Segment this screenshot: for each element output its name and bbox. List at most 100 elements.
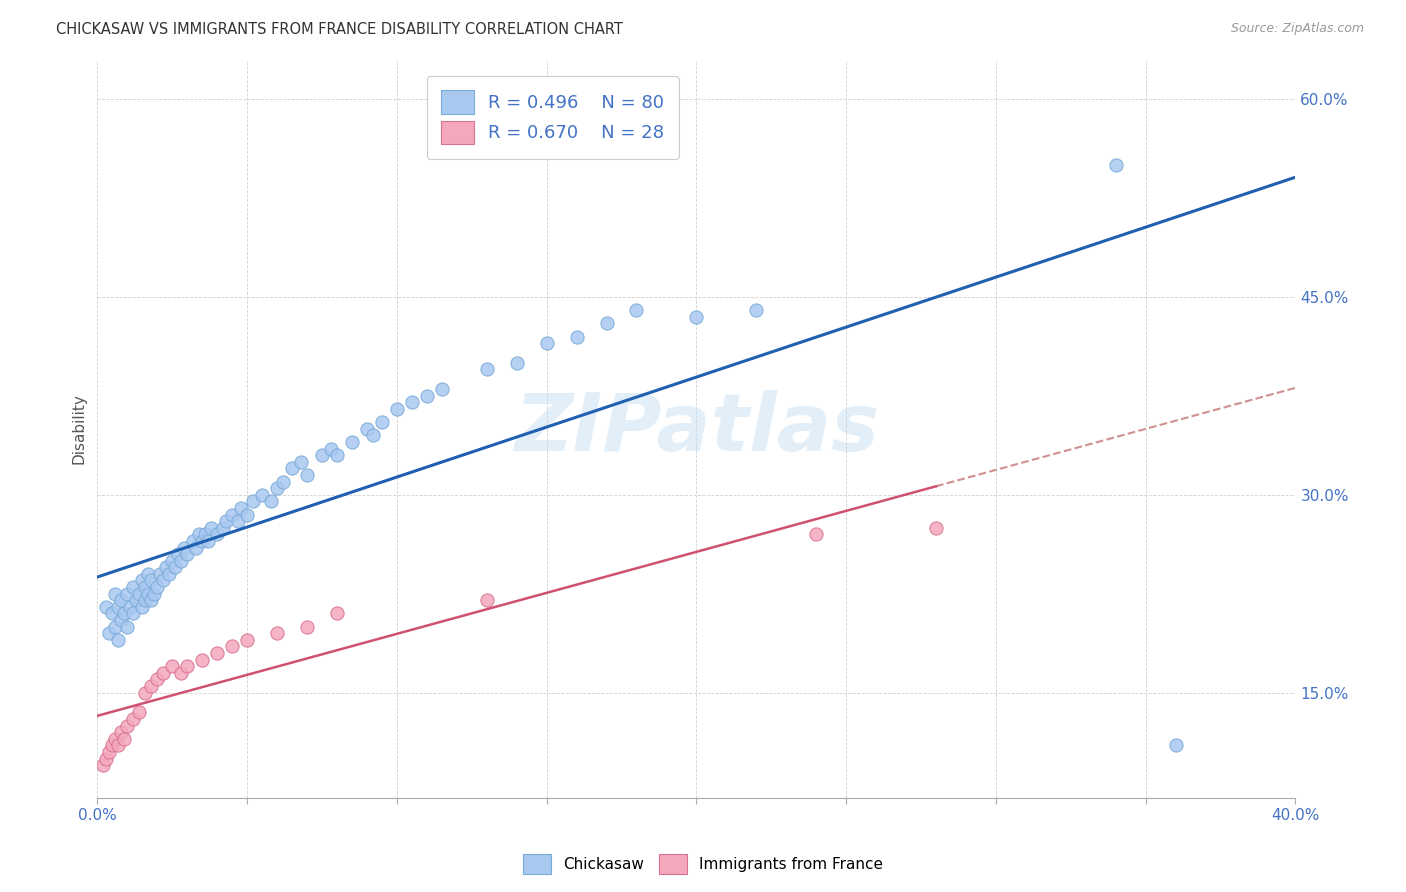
Point xyxy=(141,679,163,693)
Legend: Chickasaw, Immigrants from France: Chickasaw, Immigrants from France xyxy=(517,848,889,880)
Point xyxy=(505,356,527,370)
Point xyxy=(110,613,132,627)
Point xyxy=(112,607,135,621)
Point xyxy=(236,508,259,522)
Point xyxy=(186,541,208,555)
Point xyxy=(197,533,219,548)
Point xyxy=(104,731,127,746)
Point xyxy=(122,607,145,621)
Point xyxy=(104,620,127,634)
Point xyxy=(236,632,259,647)
Point xyxy=(128,706,150,720)
Point xyxy=(326,607,349,621)
Point xyxy=(229,500,252,515)
Point xyxy=(134,593,156,607)
Point xyxy=(205,527,228,541)
Point xyxy=(125,593,148,607)
Point xyxy=(117,620,139,634)
Point xyxy=(110,593,132,607)
Point xyxy=(155,560,177,574)
Point xyxy=(143,587,166,601)
Point xyxy=(93,758,115,772)
Point xyxy=(152,665,174,680)
Point xyxy=(311,448,333,462)
Point xyxy=(98,745,121,759)
Point xyxy=(191,533,214,548)
Point xyxy=(134,580,156,594)
Point xyxy=(416,389,439,403)
Point xyxy=(136,566,159,581)
Point xyxy=(96,599,118,614)
Point xyxy=(107,599,129,614)
Point xyxy=(385,402,408,417)
Point xyxy=(160,659,183,673)
Point xyxy=(110,725,132,739)
Point xyxy=(475,362,498,376)
Point xyxy=(101,739,124,753)
Point xyxy=(120,599,142,614)
Point xyxy=(266,481,288,495)
Point xyxy=(167,547,190,561)
Point xyxy=(1105,158,1128,172)
Point xyxy=(146,580,169,594)
Point xyxy=(266,626,288,640)
Point xyxy=(200,521,222,535)
Point xyxy=(326,448,349,462)
Point xyxy=(157,566,180,581)
Point xyxy=(626,303,648,318)
Point xyxy=(806,527,828,541)
Legend: R = 0.496    N = 80, R = 0.670    N = 28: R = 0.496 N = 80, R = 0.670 N = 28 xyxy=(426,76,679,159)
Point xyxy=(170,665,193,680)
Point xyxy=(226,514,249,528)
Point xyxy=(295,467,318,482)
Text: ZIPatlas: ZIPatlas xyxy=(515,390,879,467)
Point xyxy=(290,455,312,469)
Point xyxy=(128,587,150,601)
Point xyxy=(250,488,273,502)
Point xyxy=(685,310,707,324)
Point xyxy=(595,316,617,330)
Point xyxy=(134,685,156,699)
Point xyxy=(173,541,195,555)
Point xyxy=(536,336,558,351)
Point xyxy=(170,554,193,568)
Point xyxy=(152,574,174,588)
Point xyxy=(191,652,214,666)
Point xyxy=(122,712,145,726)
Point xyxy=(475,593,498,607)
Point xyxy=(430,382,453,396)
Point xyxy=(205,646,228,660)
Point xyxy=(361,428,384,442)
Point xyxy=(136,587,159,601)
Point xyxy=(356,422,378,436)
Point xyxy=(221,640,243,654)
Text: Source: ZipAtlas.com: Source: ZipAtlas.com xyxy=(1230,22,1364,36)
Point xyxy=(565,329,588,343)
Point xyxy=(149,566,172,581)
Point xyxy=(112,731,135,746)
Point xyxy=(165,560,187,574)
Point xyxy=(131,574,153,588)
Point xyxy=(98,626,121,640)
Y-axis label: Disability: Disability xyxy=(72,393,86,464)
Point xyxy=(96,751,118,765)
Point xyxy=(401,395,423,409)
Point xyxy=(122,580,145,594)
Point xyxy=(141,593,163,607)
Point xyxy=(242,494,264,508)
Point xyxy=(371,415,394,429)
Point xyxy=(215,514,238,528)
Point xyxy=(319,442,342,456)
Point xyxy=(146,673,169,687)
Point xyxy=(271,475,294,489)
Point xyxy=(194,527,217,541)
Point xyxy=(181,533,204,548)
Point xyxy=(1164,739,1187,753)
Point xyxy=(281,461,304,475)
Point xyxy=(141,574,163,588)
Point xyxy=(221,508,243,522)
Point xyxy=(212,521,235,535)
Point xyxy=(176,547,198,561)
Point xyxy=(295,620,318,634)
Point xyxy=(925,521,948,535)
